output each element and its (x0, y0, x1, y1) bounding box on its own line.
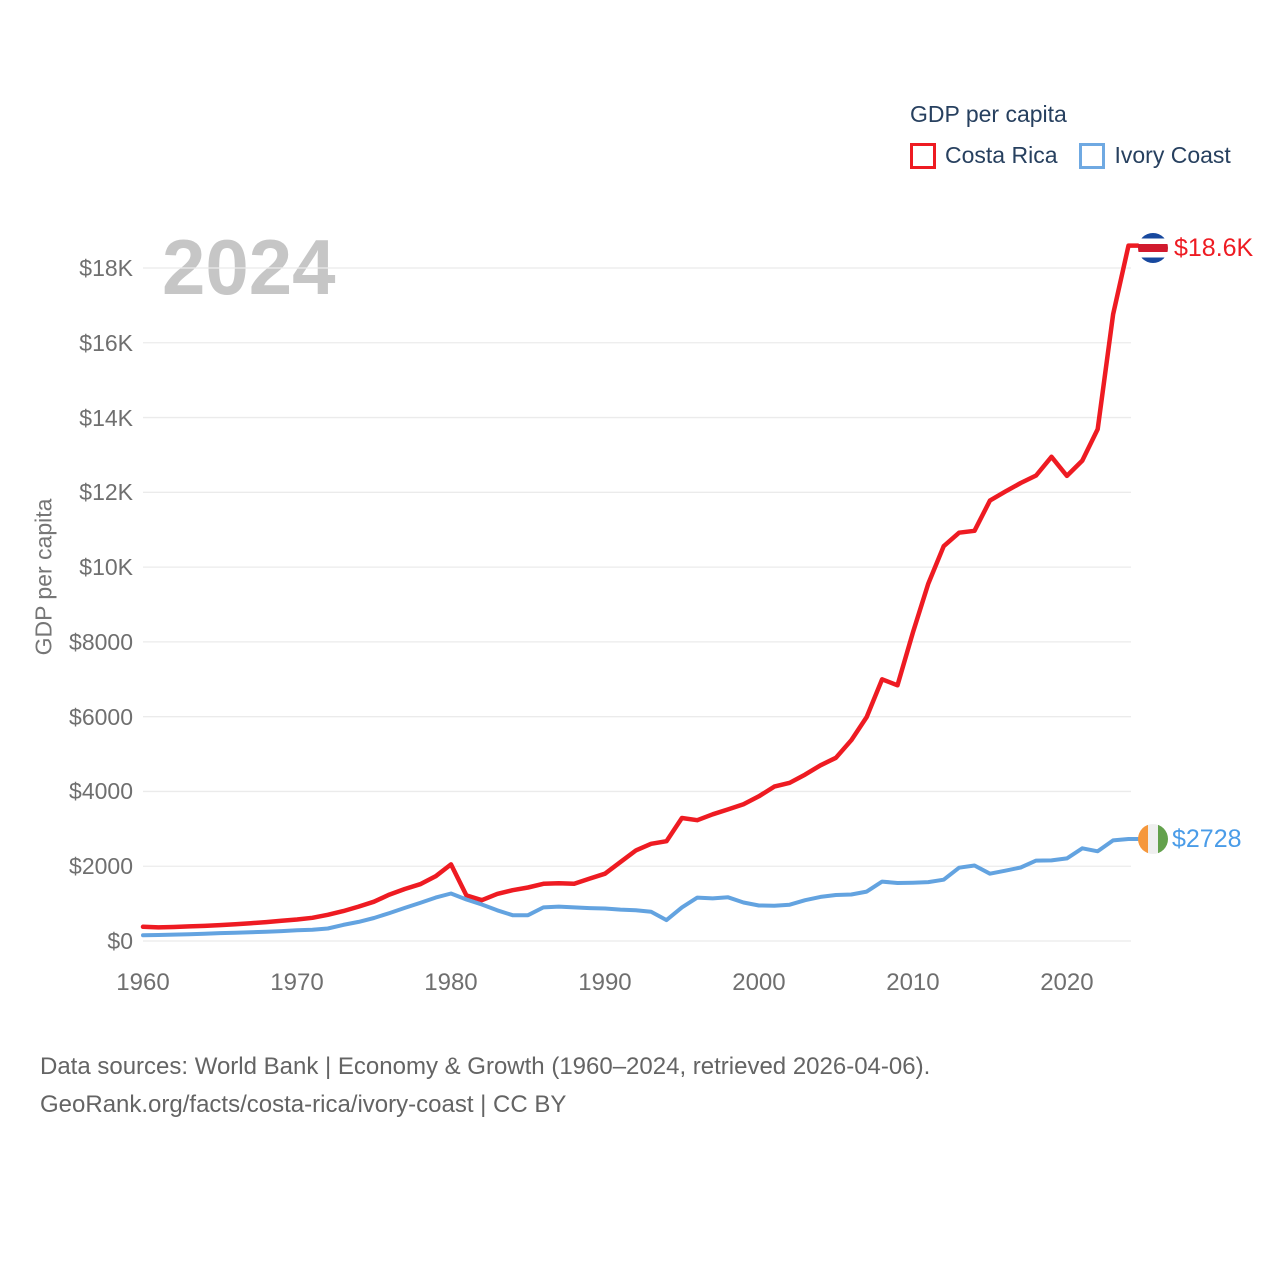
legend-items: Costa Rica Ivory Coast (910, 142, 1231, 169)
x-tick-label: 2000 (732, 969, 786, 996)
y-tick-label: $4000 (69, 778, 133, 805)
y-tick-label: $16K (79, 329, 133, 356)
y-tick-label: $0 (107, 928, 133, 954)
y-tick-label: $18K (79, 255, 133, 281)
legend-item-costa-rica[interactable]: Costa Rica (910, 142, 1057, 169)
y-tick-label: $2000 (69, 853, 133, 880)
legend-item-ivory-coast[interactable]: Ivory Coast (1079, 142, 1231, 169)
legend-label: Ivory Coast (1114, 142, 1231, 168)
ivory-coast-value-label: $2728 (1172, 825, 1242, 853)
x-tick-label: 1990 (578, 969, 632, 996)
y-tick-label: $14K (79, 404, 133, 431)
year-watermark: 2024 (162, 223, 336, 311)
y-tick-label: $12K (79, 479, 133, 506)
x-tick-label: 2020 (1040, 969, 1094, 996)
y-tick-label: $8000 (69, 628, 133, 655)
costa-rica-value-label: $18.6K (1174, 234, 1254, 262)
costa-rica-flag-icon (1138, 233, 1168, 263)
y-tick-label: $6000 (69, 703, 133, 730)
x-tick-label: 2010 (886, 969, 940, 996)
footer: Data sources: World Bank | Economy & Gro… (40, 1048, 930, 1124)
legend-label: Costa Rica (945, 142, 1058, 168)
x-tick-label: 1960 (116, 969, 170, 996)
attribution-line: GeoRank.org/facts/costa-rica/ivory-coast… (40, 1091, 567, 1118)
legend-swatch-ivory-coast (1079, 142, 1106, 169)
ivory-coast-line (141, 837, 1144, 938)
legend-title: GDP per capita (910, 101, 1067, 127)
ivory-coast-flag-icon (1138, 824, 1168, 854)
y-tick-label: $10K (79, 554, 133, 581)
costa-rica-line (140, 243, 1145, 930)
legend: GDP per capita Costa Rica Ivory Coast (910, 101, 1231, 169)
legend-swatch-costa-rica (910, 142, 936, 169)
x-tick-label: 1980 (424, 969, 478, 996)
x-tick-label: 1970 (270, 969, 324, 996)
data-sources-line: Data sources: World Bank | Economy & Gro… (40, 1053, 931, 1080)
